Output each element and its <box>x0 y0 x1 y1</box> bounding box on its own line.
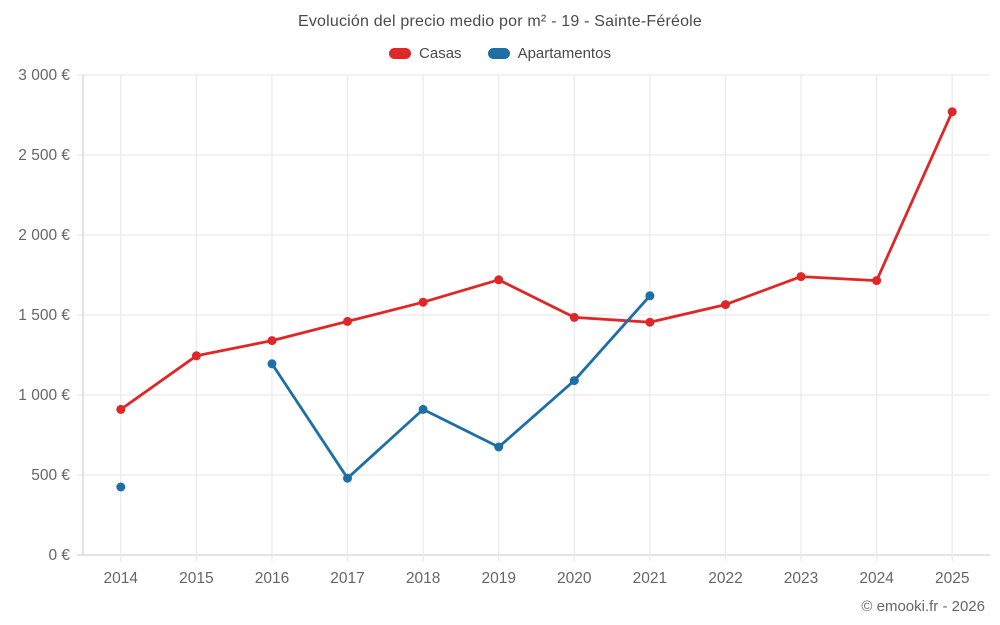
x-axis-label-2024: 2024 <box>859 570 894 587</box>
attribution-text: © emooki.fr - 2026 <box>861 598 985 615</box>
chart-title: Evolución del precio medio por m² - 19 -… <box>297 13 703 30</box>
point-casas-2017 <box>343 316 352 326</box>
point-casas-2025 <box>947 107 957 117</box>
y-axis-label-500: 500 € <box>31 467 70 484</box>
series-line-apartamentos <box>270 294 652 480</box>
x-axis-label-2025: 2025 <box>935 570 969 587</box>
legend: Casas Apartamentos <box>0 45 1000 62</box>
legend-swatch-casas-icon <box>389 48 412 59</box>
point-casas-2019 <box>494 275 504 285</box>
legend-label-apartamentos: Apartamentos <box>517 45 611 62</box>
point-apartamentos-2018 <box>418 404 428 414</box>
point-casas-2014 <box>116 404 126 414</box>
x-axis-label-2016: 2016 <box>255 570 289 587</box>
point-casas-2018 <box>418 297 428 307</box>
x-axis-label-2019: 2019 <box>481 570 515 587</box>
y-axis-label-1000: 1 000 € <box>18 387 70 404</box>
legend-item-apartamentos[interactable]: Apartamentos <box>487 45 611 62</box>
series-line-casas <box>119 110 954 411</box>
point-casas-2022 <box>721 300 730 310</box>
x-axis-label-2022: 2022 <box>708 570 742 587</box>
point-apartamentos-2014 <box>116 482 126 492</box>
y-axis-label-2000: 2 000 € <box>18 227 70 244</box>
point-casas-2020 <box>569 312 579 322</box>
point-apartamentos-2019 <box>494 442 504 452</box>
x-axis-label-2023: 2023 <box>784 570 818 587</box>
point-apartamentos-2016 <box>267 359 277 369</box>
x-axis-label-2014: 2014 <box>104 570 139 587</box>
y-axis-label-3000: 3 000 € <box>18 67 70 84</box>
point-apartamentos-2017 <box>343 473 352 483</box>
point-apartamentos-2021 <box>645 291 655 301</box>
legend-swatch-apartamentos-icon <box>487 48 510 59</box>
legend-item-casas[interactable]: Casas <box>389 45 462 62</box>
legend-label-casas: Casas <box>419 45 462 62</box>
x-axis-label-2018: 2018 <box>406 570 440 587</box>
point-casas-2024 <box>872 276 882 286</box>
y-axis-label-1500: 1 500 € <box>18 307 70 324</box>
point-casas-2021 <box>645 317 655 327</box>
point-casas-2023 <box>796 272 806 282</box>
x-axis-label-2021: 2021 <box>633 570 667 587</box>
y-axis-label-2500: 2 500 € <box>18 147 70 164</box>
x-axis-label-2017: 2017 <box>330 570 364 587</box>
x-axis-label-2015: 2015 <box>179 570 213 587</box>
point-casas-2016 <box>267 336 277 346</box>
y-axis-label-0: 0 € <box>48 547 70 564</box>
point-apartamentos-2020 <box>569 376 579 386</box>
x-axis-label-2020: 2020 <box>557 570 592 587</box>
point-casas-2015 <box>191 351 201 361</box>
